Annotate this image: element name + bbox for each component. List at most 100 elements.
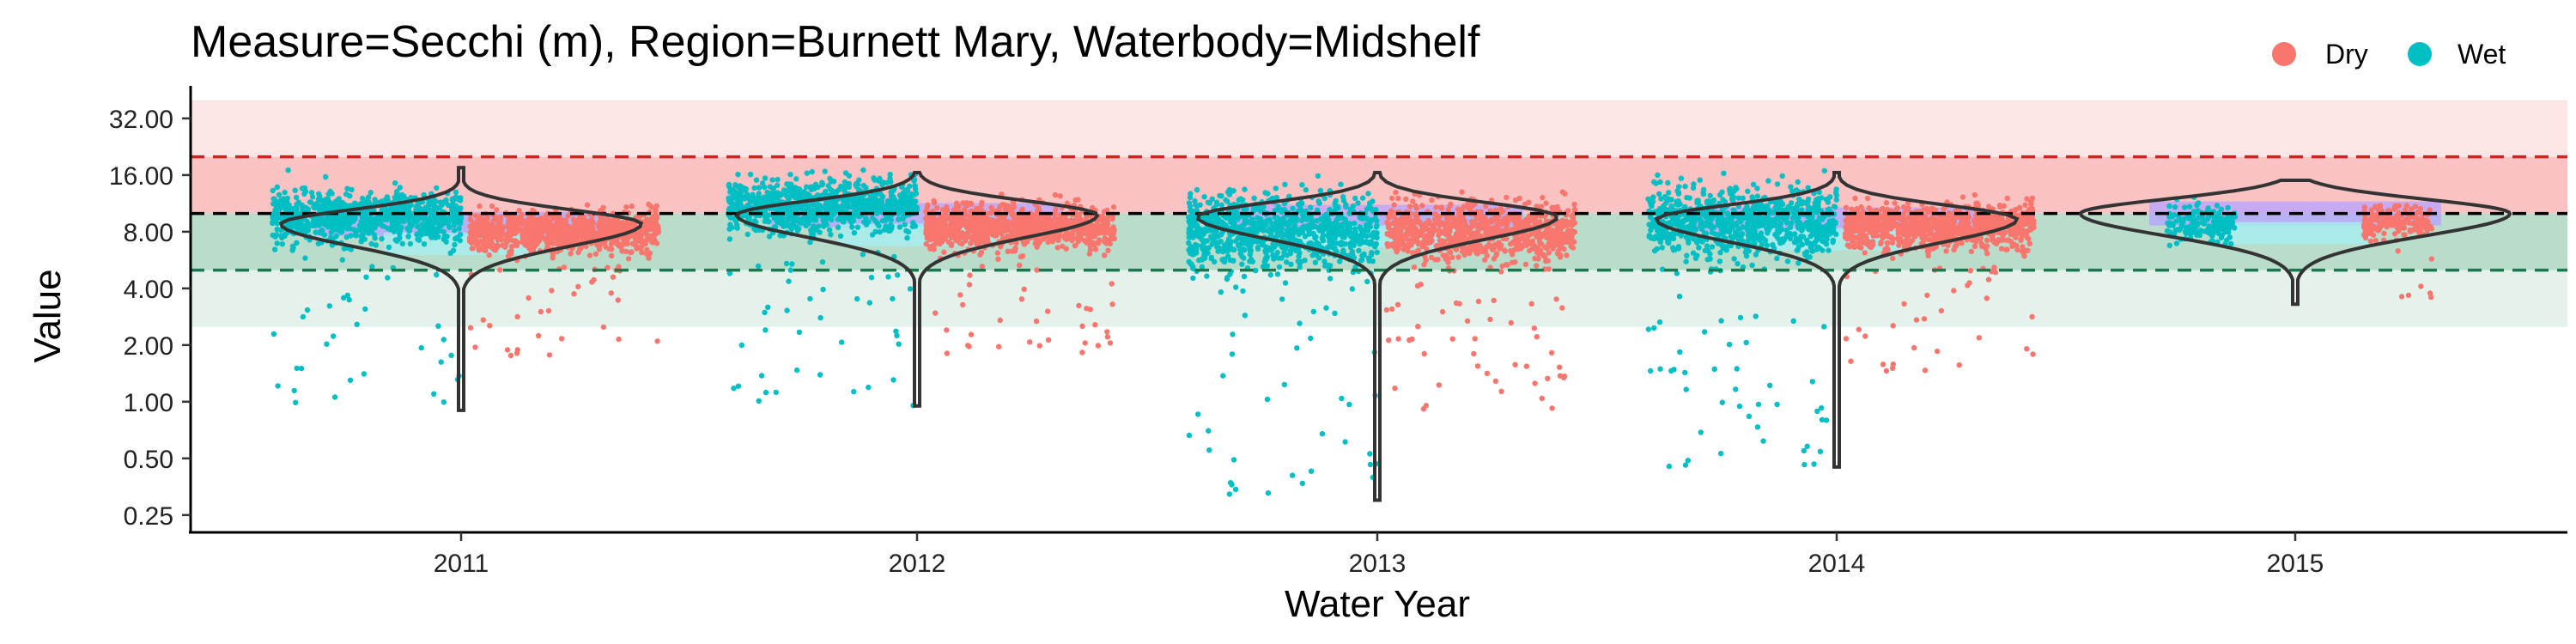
data-point [862,204,869,211]
data-point [1743,339,1749,346]
data-point [1190,275,1196,282]
data-point [1186,226,1193,232]
data-point [743,185,750,192]
data-point [577,215,583,221]
data-point [279,241,285,247]
data-point [885,274,891,280]
data-point [2186,204,2193,210]
data-point [1036,343,1043,349]
data-point [1273,228,1279,234]
data-point [1213,199,1220,205]
data-point [301,185,307,191]
data-point [1206,428,1212,434]
data-point [285,167,291,173]
data-point [902,222,908,228]
data-point [1788,184,1794,190]
data-point [555,223,561,230]
data-point [373,242,379,248]
data-point [467,229,473,235]
data-point [1186,200,1193,206]
data-point [1297,239,1303,245]
data-point [1281,215,1287,221]
data-point [1313,234,1319,240]
data-point [408,202,414,209]
data-point [1770,242,1776,248]
data-point [472,344,478,350]
data-point [539,225,546,231]
data-point [333,201,339,207]
data-point [1109,281,1115,287]
data-point [1374,249,1380,255]
data-point [274,210,281,216]
data-point [758,373,765,379]
data-point [1832,204,1838,210]
data-point [817,314,823,321]
data-point [469,246,475,252]
data-point [1728,191,1735,198]
data-point [1830,239,1836,246]
data-point [327,188,333,195]
data-point [907,286,914,292]
data-point [1374,234,1380,240]
data-point [778,216,784,222]
data-point [1247,247,1254,253]
data-point [545,307,552,314]
data-point [1697,177,1703,183]
data-point [1811,461,1817,467]
data-point [559,228,565,234]
data-point [1729,197,1735,204]
data-point [274,221,280,227]
data-point [1219,257,1225,263]
data-point [1364,278,1370,285]
data-point [795,195,801,201]
data-point [1218,193,1224,199]
data-point [639,249,645,256]
data-point [586,252,593,258]
data-point [405,210,411,216]
data-point [764,194,771,200]
data-point [1373,207,1379,213]
data-point [1658,196,1664,202]
data-point [422,224,428,230]
data-point [910,220,916,226]
data-point [1796,196,1802,202]
data-point [1365,191,1371,197]
data-point [368,240,374,247]
data-point [849,224,855,230]
data-point [304,307,311,313]
data-point [1733,386,1739,392]
data-point [1804,443,1810,449]
data-point [440,220,447,226]
data-point [1288,261,1294,267]
data-point [1308,204,1314,210]
data-point [1655,172,1661,178]
data-point [835,216,841,222]
data-point [1718,318,1724,324]
data-point [475,216,482,222]
data-point [331,235,337,241]
data-point [1719,215,1725,221]
data-point [588,222,595,228]
data-point [2194,232,2200,238]
data-point [270,216,276,222]
data-point [1079,323,1085,329]
data-point [1367,451,1373,457]
data-point [1291,226,1297,232]
data-point [2215,216,2221,222]
data-point [625,256,632,262]
data-point [2201,219,2208,226]
data-point [1322,263,1328,269]
data-point [1801,199,1807,206]
data-point [1685,214,1692,221]
data-point [1282,181,1288,187]
data-point [1293,217,1300,224]
data-point [825,183,831,189]
data-point [731,386,737,392]
data-point [1290,472,1296,478]
data-point [1225,253,1231,259]
data-point [1754,424,1761,430]
data-point [1352,195,1358,202]
data-point [497,234,503,240]
data-point [803,222,809,229]
data-point [735,172,741,178]
